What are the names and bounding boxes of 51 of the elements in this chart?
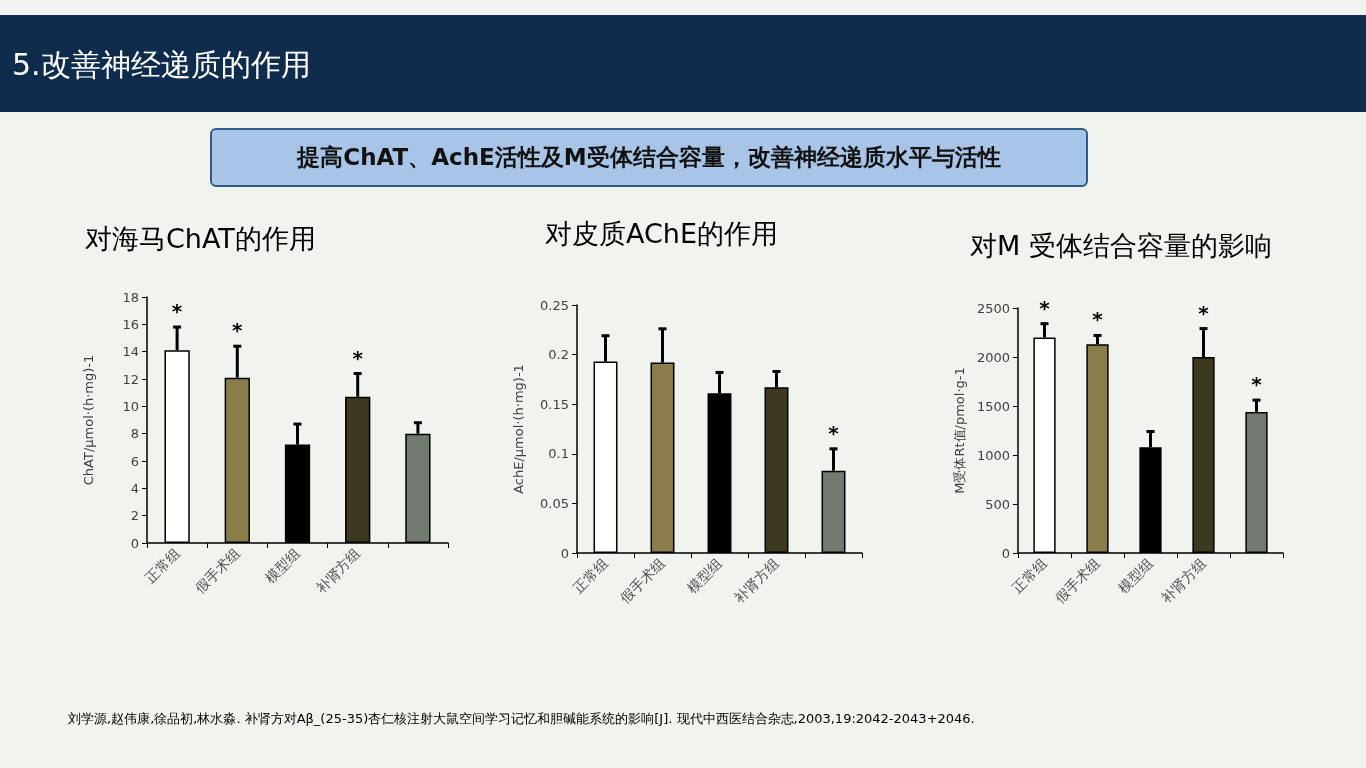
chart-title: 对皮质AChE的作用 (545, 218, 779, 249)
y-axis-title: M受体Rt值/pmol·g-1 (952, 367, 967, 494)
y-tick-label: 0 (560, 545, 569, 561)
y-tick-label: 500 (985, 496, 1010, 512)
y-tick-label: 0 (1001, 545, 1010, 561)
y-tick-label: 1000 (976, 447, 1010, 463)
data-label: * (828, 420, 840, 445)
y-tick-label: 0.2 (548, 347, 569, 363)
y-tick-label: 2 (130, 508, 139, 524)
x-tick-label: 模型组 (684, 555, 726, 597)
y-tick-label: 8 (130, 426, 139, 442)
data-label: * (1092, 307, 1104, 332)
text: 5.改善神经递质的作用 (12, 46, 311, 84)
y-tick-label: 18 (122, 289, 139, 305)
y-tick-label: 0.1 (548, 446, 569, 462)
text: 刘学源,赵伟康,徐品初,林水淼. 补肾方对Aβ_(25-35)杏仁核注射大鼠空间学习记忆和胆碱能系统的影响[J]. 现代中西医结合杂志,2003,19:2042-2043+2046. (68, 710, 975, 728)
y-tick-label: 0 (130, 535, 139, 551)
y-tick-label: 0.05 (540, 495, 569, 511)
y-tick-label: 16 (122, 316, 139, 332)
y-tick-label: 0.25 (540, 297, 569, 313)
x-tick-label: 模型组 (1115, 555, 1157, 597)
y-tick-label: 12 (122, 371, 139, 387)
text: 提高ChAT、AchE活性及M受体结合容量，改善神经递质水平与活性 (210, 128, 1088, 187)
chart-title: 对海马ChAT的作用 (85, 223, 316, 254)
y-axis-title: AchE/μmol·(h·mg)-1 (511, 364, 526, 494)
y-tick-label: 1500 (976, 398, 1010, 414)
data-label: * (352, 345, 364, 370)
y-tick-label: 6 (130, 453, 139, 469)
y-tick-label: 2000 (976, 349, 1010, 365)
y-axis-title: ChAT/μmol·(h·mg)-1 (81, 354, 96, 486)
x-tick-label: 假手术组 (1052, 555, 1104, 607)
y-tick-label: 14 (122, 344, 139, 360)
x-tick-label: 补肾方组 (312, 545, 364, 597)
x-tick-label: 补肾方组 (731, 555, 783, 607)
x-tick-label: 正常组 (1009, 555, 1051, 597)
x-tick-label: 模型组 (262, 545, 304, 587)
y-tick-label: 4 (130, 480, 139, 496)
chart-title: 对M 受体结合容量的影响 (970, 230, 1272, 261)
x-tick-label: 正常组 (570, 555, 612, 597)
y-tick-label: 2500 (976, 300, 1010, 316)
data-label: * (1039, 295, 1051, 320)
x-tick-label: 假手术组 (192, 545, 243, 597)
y-tick-label: 10 (122, 398, 139, 414)
x-tick-label: 正常组 (141, 545, 183, 587)
data-label: * (232, 318, 244, 343)
x-tick-label: 假手术组 (617, 555, 669, 607)
data-label: * (1198, 300, 1210, 325)
data-label: * (171, 299, 183, 324)
x-tick-label: 补肾方组 (1158, 555, 1210, 607)
y-tick-label: 0.15 (540, 396, 569, 412)
data-label: * (1251, 372, 1263, 397)
